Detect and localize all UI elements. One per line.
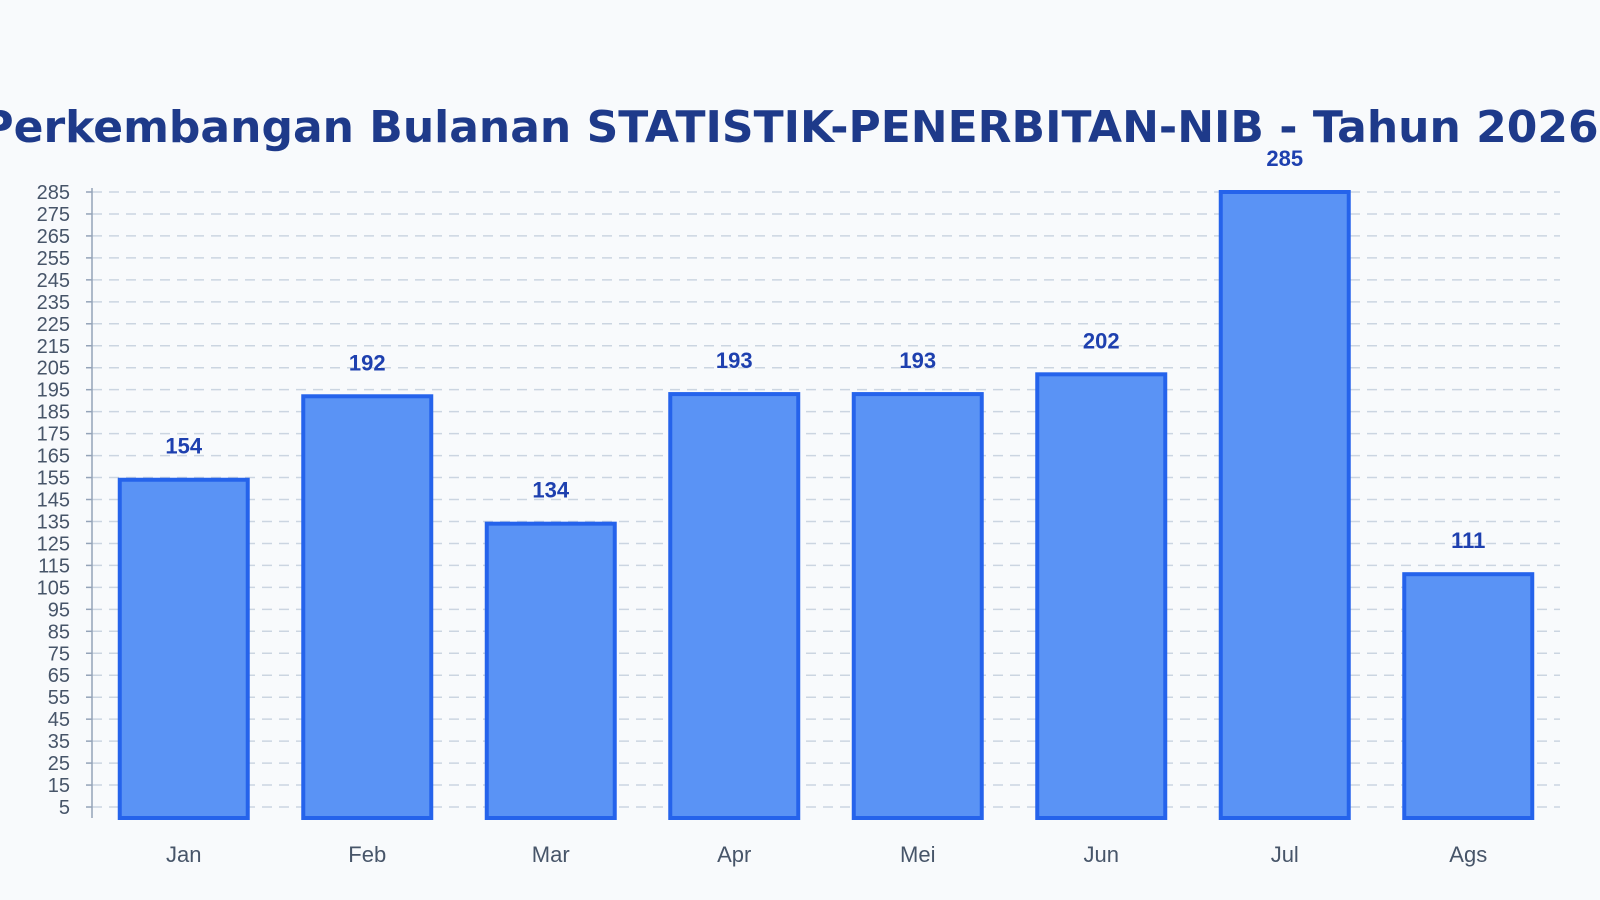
y-tick-label: 125: [37, 533, 70, 555]
y-axis-ticks: 5152535455565758595105115125135145155165…: [37, 182, 92, 819]
bar: [851, 392, 984, 820]
y-tick-label: 45: [48, 709, 70, 731]
x-axis-ticks: Jan Feb Mar Apr Mei Jun Jul Ags: [166, 842, 1487, 867]
data-label: 193: [899, 348, 936, 373]
y-tick-label: 155: [37, 468, 70, 490]
bar: [1218, 190, 1351, 820]
y-tick-label: 255: [37, 248, 70, 270]
bar: [484, 521, 617, 820]
y-tick-label: 75: [48, 643, 70, 665]
bar: [117, 477, 250, 820]
y-tick-label: 175: [37, 424, 70, 446]
data-labels: 154 192 134 193 193 202 285 111: [165, 146, 1485, 553]
y-tick-label: 5: [59, 797, 70, 819]
data-label: 285: [1266, 146, 1303, 171]
bar: [1402, 572, 1535, 820]
y-tick-label: 265: [37, 226, 70, 248]
chart-title: Perkembangan Bulanan STATISTIK-PENERBITA…: [0, 102, 1599, 153]
y-tick-label: 115: [38, 555, 70, 577]
y-tick-label: 105: [37, 577, 70, 599]
y-tick-label: 185: [37, 402, 70, 424]
y-tick-label: 55: [48, 687, 70, 709]
x-tick-label: Jul: [1271, 842, 1299, 867]
y-tick-label: 235: [37, 292, 70, 314]
x-tick-label: Apr: [717, 842, 751, 867]
y-tick-label: 285: [37, 182, 70, 204]
bar: [1035, 372, 1168, 820]
y-tick-label: 245: [37, 270, 70, 292]
data-label: 193: [716, 348, 753, 373]
x-tick-label: Feb: [348, 842, 386, 867]
y-tick-label: 135: [37, 511, 70, 533]
data-label: 134: [532, 478, 569, 503]
y-tick-label: 225: [37, 314, 70, 336]
x-tick-label: Mar: [532, 842, 570, 867]
y-tick-label: 145: [37, 490, 70, 512]
y-tick-label: 65: [48, 665, 70, 687]
y-tick-label: 165: [37, 446, 70, 468]
bars: [117, 190, 1535, 820]
y-tick-label: 195: [37, 380, 70, 402]
data-label: 111: [1451, 528, 1485, 553]
y-tick-label: 275: [37, 204, 70, 226]
y-tick-label: 95: [48, 599, 70, 621]
y-tick-label: 35: [48, 731, 70, 753]
x-tick-label: Jun: [1084, 842, 1119, 867]
x-tick-label: Jan: [166, 842, 201, 867]
bar: [301, 394, 434, 820]
y-tick-label: 25: [48, 753, 70, 775]
y-tick-label: 15: [48, 775, 70, 797]
x-tick-label: Mei: [900, 842, 935, 867]
data-label: 192: [349, 350, 386, 375]
y-tick-label: 85: [48, 621, 70, 643]
y-tick-label: 215: [37, 336, 70, 358]
data-label: 202: [1083, 328, 1120, 353]
x-tick-label: Ags: [1449, 842, 1487, 867]
y-tick-label: 205: [37, 358, 70, 380]
bar: [668, 392, 801, 820]
data-label: 154: [165, 434, 202, 459]
